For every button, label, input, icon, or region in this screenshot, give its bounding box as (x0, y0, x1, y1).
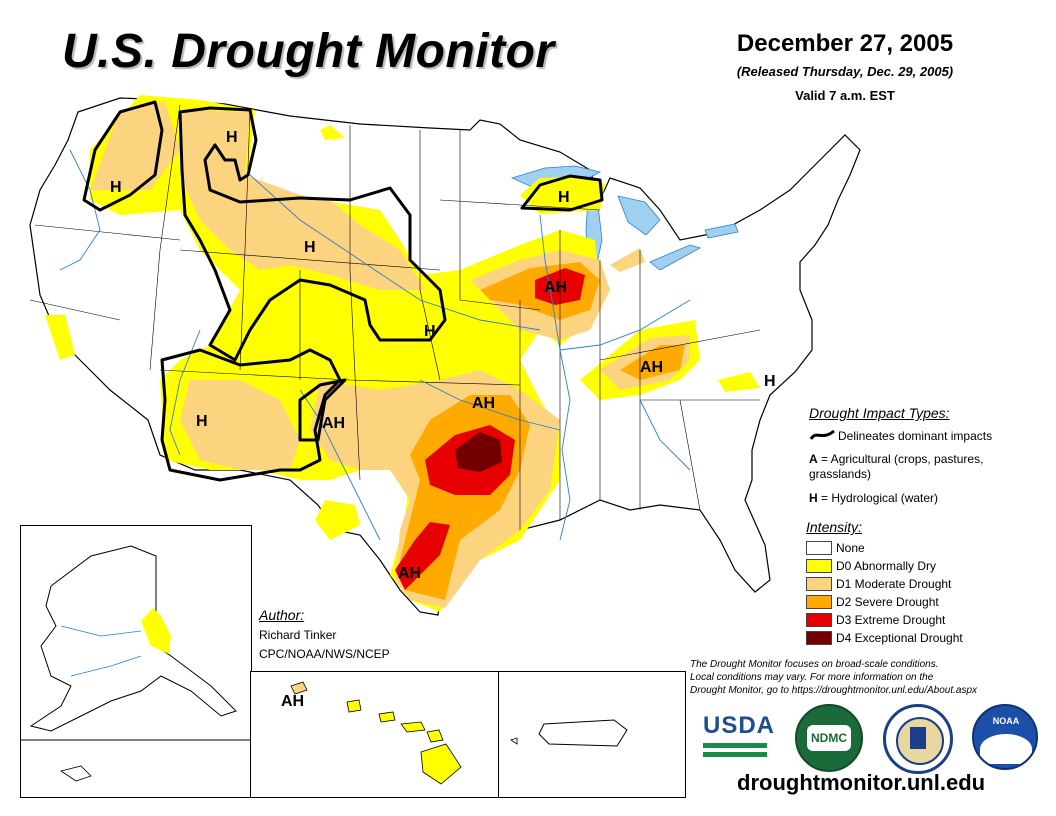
commerce-seal-logo (883, 704, 953, 774)
hydrological-key: H (809, 491, 818, 505)
label-ah-hi: AH (281, 693, 304, 710)
lake-huron (617, 195, 661, 236)
author-name: Richard Tinker (259, 628, 337, 642)
ndmc-logo: NDMC (795, 704, 863, 772)
usda-text: USDA (703, 712, 776, 739)
release-date: (Released Thursday, Dec. 29, 2005) (736, 64, 954, 79)
label-h-wi: H (558, 189, 570, 206)
label-h-va: H (764, 373, 776, 390)
impact-lines (82, 100, 604, 482)
author-heading: Author: (259, 607, 305, 623)
hawaii-map: AH (281, 681, 462, 785)
label-ah-ar: AH (472, 395, 495, 412)
disclaimer-line-1: The Drought Monitor focuses on broad-sca… (690, 659, 939, 670)
map-date: December 27, 2005 (736, 30, 954, 57)
alaska-inset (20, 525, 252, 798)
lake-ontario (704, 223, 739, 239)
label-ah-il: AH (544, 279, 567, 296)
label-h-mt: H (226, 129, 238, 146)
valid-time: Valid 7 a.m. EST (795, 88, 895, 103)
hawaii-inset: AH (250, 671, 500, 798)
legend-d2: D2 Severe Drought (836, 595, 939, 609)
state-boundaries (29, 104, 761, 530)
footer-url[interactable]: droughtmonitor.unl.edu (737, 770, 986, 795)
label-ah-ky: AH (640, 359, 663, 376)
noaa-text: NOAA (992, 716, 1020, 726)
alaska-map (21, 545, 251, 782)
label-h-wa: H (110, 179, 122, 196)
page-title: U.S. Drought Monitor (62, 25, 555, 78)
swatch-d4 (806, 631, 832, 645)
impact-hydrological: H = Hydrological (water) (809, 491, 938, 505)
d4-area (455, 432, 502, 472)
impact-line-symbol (809, 429, 835, 440)
swatch-d2 (806, 595, 832, 609)
hydrological-desc: = Hydrological (water) (817, 491, 939, 505)
legend-d0: D0 Abnormally Dry (836, 559, 937, 573)
swatch-none (806, 541, 832, 555)
lake-erie (649, 244, 702, 271)
label-ah-tx: AH (398, 565, 421, 582)
impact-agricultural: A = Agricultural (crops, pastures, grass… (809, 452, 1009, 482)
puerto-rico-inset (498, 671, 686, 798)
usda-logo: USDA (703, 712, 776, 760)
impact-types-heading: Drought Impact Types: (809, 405, 950, 421)
impact-line-desc: Delineates dominant impacts (838, 429, 993, 443)
noaa-logo: NOAA (972, 704, 1038, 770)
puerto-rico-map (510, 719, 628, 747)
disclaimer-line-3: Drought Monitor, go to https://droughtmo… (690, 685, 978, 696)
label-h-az: H (196, 413, 208, 430)
ndmc-text: NDMC (807, 725, 851, 751)
disclaimer: The Drought Monitor focuses on broad-sca… (690, 658, 977, 697)
label-h-wy: H (304, 239, 316, 256)
agricultural-desc: = Agricultural (crops, pastures, grassla… (809, 452, 984, 481)
legend-d3: D3 Extreme Drought (836, 613, 946, 627)
label-h-ne: H (424, 323, 436, 340)
swatch-d3 (806, 613, 832, 627)
disclaimer-line-2: Local conditions may vary. For more info… (690, 672, 934, 683)
author-org: CPC/NOAA/NWS/NCEP (259, 647, 390, 661)
intensity-heading: Intensity: (806, 519, 863, 535)
rivers (59, 149, 691, 541)
legend-d1: D1 Moderate Drought (836, 577, 952, 591)
label-ah-nm: AH (322, 415, 345, 432)
agricultural-key: A (809, 452, 818, 466)
swatch-d0 (806, 559, 832, 573)
legend-none: None (836, 541, 865, 555)
swatch-d1 (806, 577, 832, 591)
legend-d4: D4 Exceptional Drought (836, 631, 963, 645)
